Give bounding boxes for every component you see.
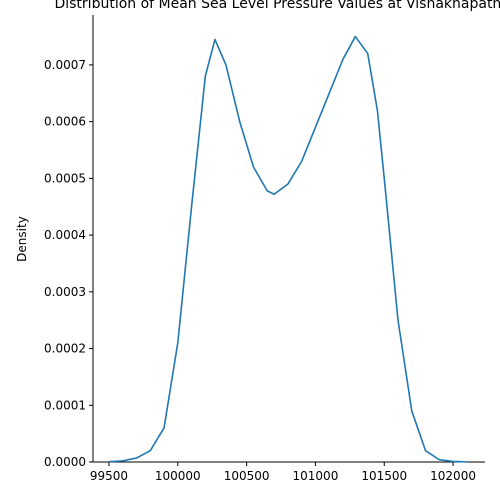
y-tick-label: 0.0007 [44, 58, 86, 72]
y-tick-label: 0.0003 [44, 285, 86, 299]
x-tick-label: 101000 [293, 469, 339, 483]
y-tick-label: 0.0004 [44, 228, 86, 242]
x-tick-label: 100500 [224, 469, 270, 483]
x-tick-label: 99500 [90, 469, 128, 483]
y-axis-label: Density [15, 216, 29, 262]
x-tick-label: 102000 [430, 469, 476, 483]
x-tick-label: 101500 [361, 469, 407, 483]
y-tick-label: 0.0006 [44, 115, 86, 129]
y-tick-label: 0.0000 [44, 455, 86, 469]
y-tick-label: 0.0005 [44, 171, 86, 185]
chart-title: Distribution of Mean Sea Level Pressure … [54, 0, 500, 12]
density-line [108, 35, 467, 463]
x-tick-label: 100000 [155, 469, 201, 483]
y-tick-label: 0.0002 [44, 342, 86, 356]
y-tick-label: 0.0001 [44, 398, 86, 412]
